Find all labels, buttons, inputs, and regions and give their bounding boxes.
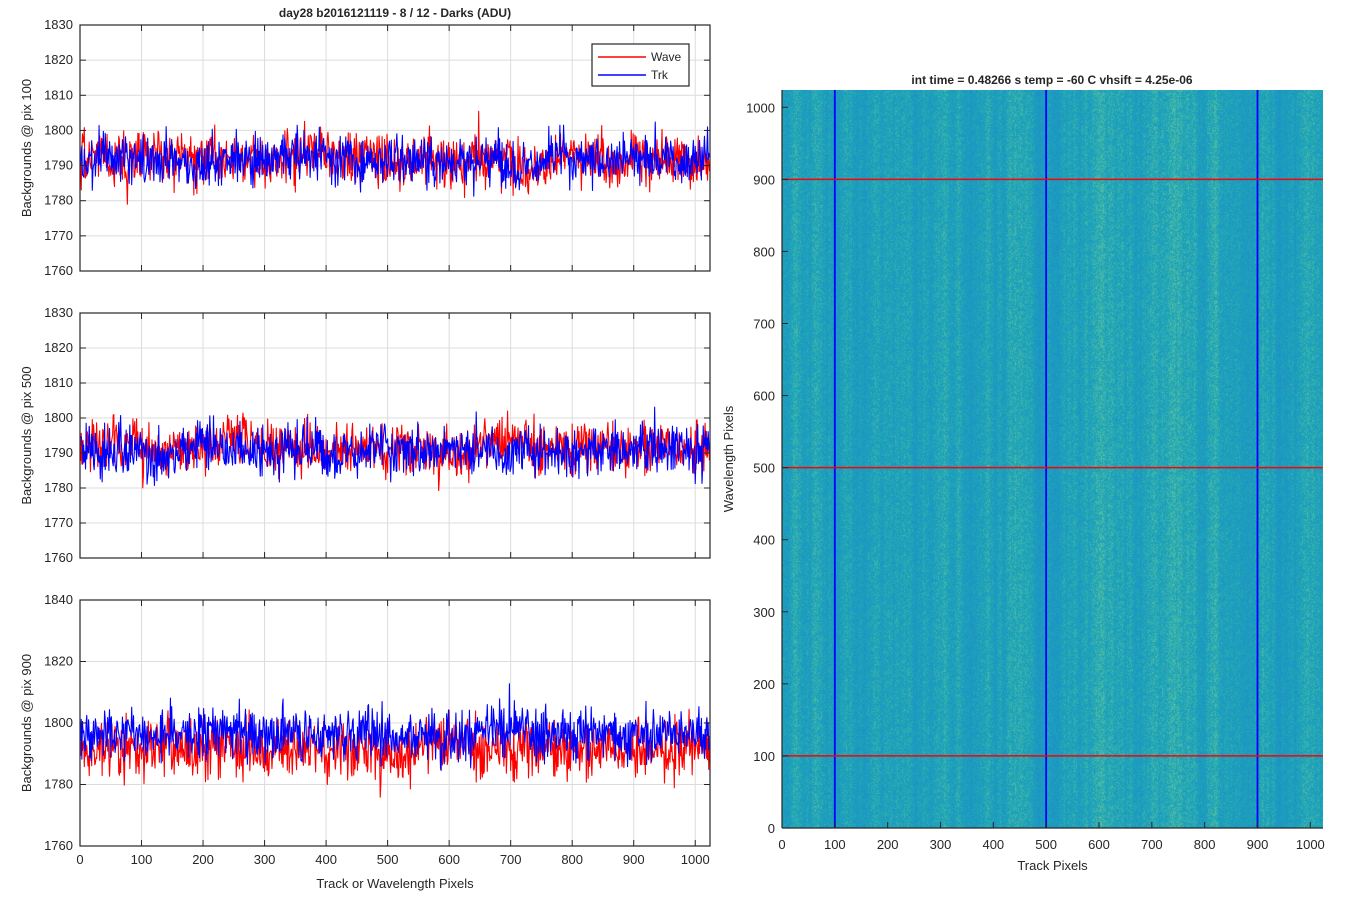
x-tick-label: 0 <box>76 852 83 867</box>
y-tick-label: 1830 <box>44 305 73 320</box>
y-tick-label: 200 <box>753 677 775 692</box>
x-axis-label: Track or Wavelength Pixels <box>316 876 474 891</box>
x-tick-label: 600 <box>438 852 460 867</box>
x-tick-label: 500 <box>1035 837 1057 852</box>
y-tick-label: 1820 <box>44 340 73 355</box>
line-plot-pix-500: 1760 1770 1780 1790 1800 1810 1820 1830 Backgrou… <box>19 305 711 565</box>
x-tick-label: 900 <box>623 852 645 867</box>
y-tick-label: 300 <box>753 605 775 620</box>
series-line-trk <box>79 406 710 486</box>
y-tick-label: 1800 <box>44 122 73 137</box>
x-tick-label: 700 <box>1141 837 1163 852</box>
y-tick-label: 0 <box>768 821 775 836</box>
y-tick-label: 1820 <box>44 52 73 67</box>
legend: Wave Trk <box>591 43 690 87</box>
x-tick-label: 1000 <box>681 852 710 867</box>
y-tick-label: 1810 <box>44 375 73 390</box>
y-axis-label: Backgrounds @ pix 900 <box>19 654 34 792</box>
x-tick-label: 100 <box>131 852 153 867</box>
figure-title: day28 b2016121119 - 8 / 12 - Darks (ADU) <box>279 6 511 20</box>
line-plot-pix-900: 0 100 200 300 400 500 600 700 800 900 1000 1760 1780… <box>19 592 711 891</box>
legend-label-wave: Wave <box>651 50 682 64</box>
x-tick-label: 300 <box>930 837 952 852</box>
heatmap-plot: int time = 0.48266 s temp = -60 C vhsift… <box>721 73 1325 873</box>
y-tick-label: 600 <box>753 389 775 404</box>
axes-box <box>79 312 711 559</box>
y-tick-label: 1790 <box>44 445 73 460</box>
x-tick-label: 1000 <box>1296 837 1325 852</box>
heatmap-title: int time = 0.48266 s temp = -60 C vhsift… <box>911 73 1192 87</box>
y-axis-label: Wavelength Pixels <box>721 405 736 512</box>
y-tick-label: 1760 <box>44 550 73 565</box>
legend-label-trk: Trk <box>651 68 669 82</box>
plot-area <box>80 313 710 558</box>
x-tick-label: 600 <box>1088 837 1110 852</box>
x-tick-label: 800 <box>561 852 583 867</box>
x-tick-label: 200 <box>192 852 214 867</box>
x-tick-label: 700 <box>500 852 522 867</box>
y-tick-label: 800 <box>753 244 775 259</box>
y-tick-label: 1800 <box>44 715 73 730</box>
y-axis-label: Backgrounds @ pix 100 <box>19 79 34 217</box>
x-tick-label: 900 <box>1247 837 1269 852</box>
series-line-trk <box>79 121 710 197</box>
series-line-trk <box>79 683 710 771</box>
y-tick-label: 1800 <box>44 410 73 425</box>
y-axis-label: Backgrounds @ pix 500 <box>19 366 34 504</box>
heatmap-image <box>782 90 1323 828</box>
y-tick-label: 400 <box>753 533 775 548</box>
y-tick-label: 1000 <box>746 100 775 115</box>
y-tick-label: 1760 <box>44 838 73 853</box>
x-tick-label: 400 <box>982 837 1004 852</box>
series-line-wave <box>79 708 710 798</box>
y-tick-label: 700 <box>753 317 775 332</box>
y-tick-label: 1820 <box>44 654 73 669</box>
axes-box <box>79 24 711 272</box>
x-tick-label: 0 <box>778 837 785 852</box>
y-tick-label: 500 <box>753 461 775 476</box>
y-tick-label: 1770 <box>44 515 73 530</box>
y-tick-label: 1780 <box>44 193 73 208</box>
x-tick-label: 100 <box>824 837 846 852</box>
y-tick-label: 1830 <box>44 17 73 32</box>
x-tick-label: 800 <box>1194 837 1216 852</box>
y-tick-label: 1840 <box>44 592 73 607</box>
x-tick-label: 500 <box>377 852 399 867</box>
y-tick-label: 1780 <box>44 777 73 792</box>
x-tick-label: 400 <box>315 852 337 867</box>
x-tick-label: 200 <box>877 837 899 852</box>
y-tick-label: 1780 <box>44 480 73 495</box>
y-tick-label: 900 <box>753 172 775 187</box>
y-tick-label: 1790 <box>44 158 73 173</box>
y-tick-label: 1770 <box>44 228 73 243</box>
x-axis-label: Track Pixels <box>1017 858 1088 873</box>
y-tick-label: 1760 <box>44 263 73 278</box>
x-tick-label: 300 <box>254 852 276 867</box>
y-tick-label: 100 <box>753 749 775 764</box>
y-tick-label: 1810 <box>44 87 73 102</box>
